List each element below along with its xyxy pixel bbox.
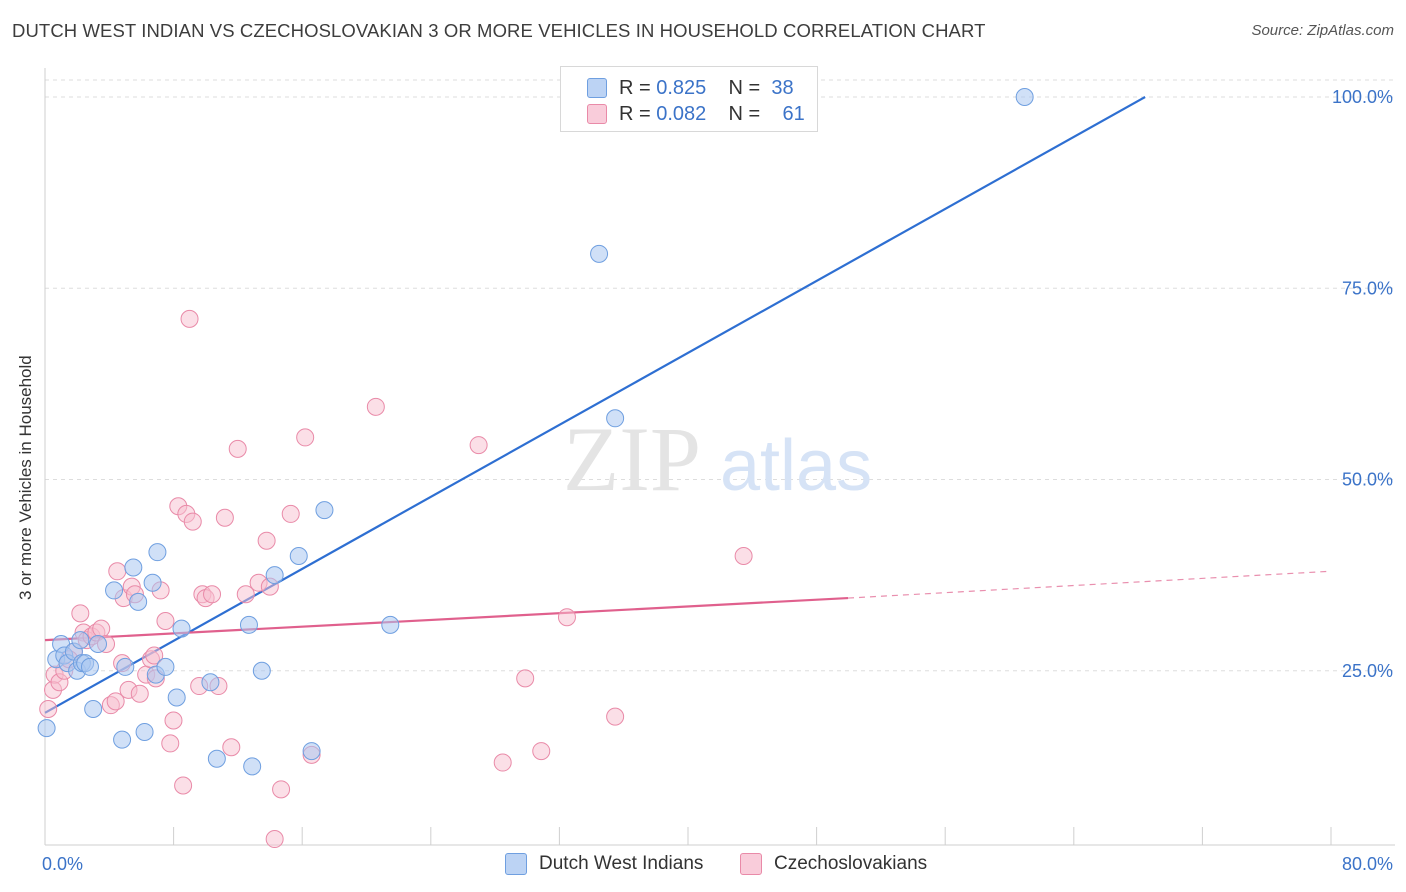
data-point-dutch-west-indian [252,661,271,680]
data-point-dutch-west-indian [71,631,90,650]
legend-row-pink: R = 0.082 N = 61 [587,100,805,128]
trend-line-extension [847,570,1330,599]
data-point-dutch-west-indian [129,592,148,611]
data-point-czechoslovakian [516,669,535,688]
legend-swatch-pink [740,853,762,875]
data-point-dutch-west-indian [201,673,220,692]
data-point-dutch-west-indian [289,547,308,565]
data-point-czechoslovakian [164,711,183,730]
data-point-czechoslovakian [296,428,315,447]
data-point-czechoslovakian [161,734,180,753]
legend-swatch-blue [505,853,527,875]
data-point-dutch-west-indian [84,700,103,718]
source-label: Source: ZipAtlas.com [1251,22,1394,39]
legend-label-series2: Czechoslovakians [774,853,928,874]
legend-swatch-pink [587,104,607,124]
data-point-dutch-west-indian [590,244,609,263]
data-point-czechoslovakian [180,309,199,328]
data-point-czechoslovakian [174,776,193,795]
data-point-czechoslovakian [557,608,576,627]
data-point-czechoslovakian [222,738,241,757]
data-point-czechoslovakian [39,700,58,718]
y-tick-label: 25.0% [1342,661,1393,681]
legend-r-value: 0.825 [656,76,707,99]
legend-row-blue: R = 0.825 N = 38 [587,74,794,102]
data-point-czechoslovakian [228,439,247,458]
data-point-dutch-west-indian [265,566,284,585]
data-point-dutch-west-indian [135,722,154,741]
data-point-dutch-west-indian [172,619,191,638]
data-point-dutch-west-indian [1015,88,1034,106]
data-point-czechoslovakian [71,604,90,623]
y-tick-label: 75.0% [1342,278,1393,298]
trend-line-dutch-west-indians [44,96,1146,714]
data-point-dutch-west-indian [167,688,186,707]
legend-r-value: 0.082 [656,102,707,125]
data-point-dutch-west-indian [606,409,625,428]
data-point-czechoslovakian [156,612,175,631]
y-axis-label: 3 or more Vehicles in Household [16,355,35,600]
legend-label-series1: Dutch West Indians [539,853,704,874]
data-point-dutch-west-indian [116,657,135,676]
legend-item-czechoslovakians: Czechoslovakians [740,851,927,877]
watermark-atlas: atlas [720,426,872,506]
data-point-czechoslovakian [606,707,625,726]
data-point-dutch-west-indian [80,657,99,676]
data-point-dutch-west-indian [143,573,162,592]
data-point-czechoslovakian [236,585,255,604]
data-point-czechoslovakian [469,436,488,455]
data-point-czechoslovakian [203,585,222,604]
data-point-dutch-west-indian [148,543,167,562]
data-point-dutch-west-indian [239,615,258,634]
data-point-czechoslovakian [145,646,164,665]
data-point-dutch-west-indian [113,730,132,749]
data-point-dutch-west-indian [124,558,143,577]
data-point-czechoslovakian [272,780,291,799]
correlation-legend: R = 0.825 N = 38 R = 0.082 N = 61 [560,66,818,132]
data-point-dutch-west-indian [207,749,226,768]
series-dutch-west-indians [37,88,1034,776]
data-point-czechoslovakian [108,562,127,581]
legend-n-label: N = [728,76,761,99]
data-point-czechoslovakian [92,619,111,638]
watermark-zip: ZIP [563,408,701,510]
data-point-czechoslovakian [257,531,276,550]
data-point-czechoslovakian [281,504,300,523]
data-point-czechoslovakian [265,830,284,849]
legend-swatch-blue [587,78,607,98]
data-point-czechoslovakian [532,742,551,761]
data-point-czechoslovakian [106,692,125,711]
x-tick-label: 0.0% [42,854,83,874]
legend-r-label: R = [619,76,651,99]
data-point-czechoslovakian [734,547,753,565]
data-point-czechoslovakian [183,512,202,531]
grid-lines [45,79,1395,672]
data-point-dutch-west-indian [243,757,262,776]
data-point-czechoslovakian [493,753,512,772]
data-point-czechoslovakian [215,508,234,527]
data-point-dutch-west-indian [88,634,107,653]
trend-lines [44,96,1330,714]
y-tick-label: 50.0% [1342,470,1393,490]
legend-n-value: 38 [771,76,794,99]
legend-r-label: R = [619,102,651,125]
data-point-dutch-west-indian [315,501,334,520]
x-tick-label: 80.0% [1342,854,1393,874]
chart-title: DUTCH WEST INDIAN VS CZECHOSLOVAKIAN 3 O… [12,20,986,41]
legend-item-dutch-west-indians: Dutch West Indians [505,851,703,877]
legend-n-label: N = [728,102,761,125]
data-point-dutch-west-indian [37,719,56,738]
data-point-dutch-west-indian [156,657,175,676]
data-point-czechoslovakian [130,684,149,703]
data-point-dutch-west-indian [105,581,124,600]
data-point-dutch-west-indian [381,615,400,634]
data-point-dutch-west-indian [302,742,321,761]
tick-labels: 25.0% 50.0% 75.0% 100.0% 0.0% 80.0% [42,87,1393,874]
watermark: ZIP atlas [563,408,872,510]
data-point-czechoslovakian [366,397,385,416]
legend-n-value: 61 [782,102,805,125]
y-tick-label: 100.0% [1332,87,1393,107]
